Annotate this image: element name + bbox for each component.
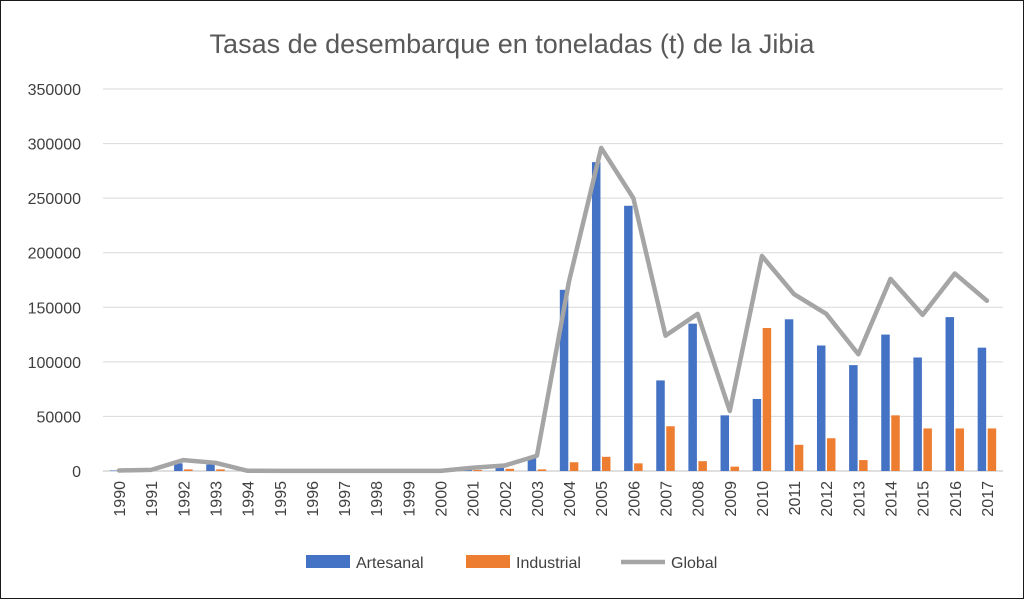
x-tick-label: 2005 [594,481,611,517]
x-tick-label: 2015 [916,481,933,517]
x-tick-label: 1991 [144,481,161,517]
bar-industrial [698,461,707,471]
bar-artesanal [913,357,922,471]
bar-artesanal [721,415,730,471]
x-tick-label: 1992 [176,481,193,517]
legend-label-artesanal: Artesanal [356,555,424,572]
x-tick-label: 1998 [369,481,386,517]
y-tick-label: 300000 [28,137,81,154]
x-tick-label: 2014 [884,481,901,517]
x-tick-label: 2017 [980,481,997,517]
bar-industrial [956,428,965,471]
bar-industrial [216,469,225,471]
bar-artesanal [592,162,601,471]
bar-industrial [763,328,772,471]
x-tick-label: 1999 [401,481,418,517]
x-tick-label: 2006 [626,481,643,517]
x-tick-label: 1990 [112,481,129,517]
y-tick-label: 100000 [28,355,81,372]
y-tick-label: 200000 [28,246,81,263]
x-tick-label: 1997 [337,481,354,517]
y-tick-label: 350000 [28,82,81,99]
x-tick-label: 2009 [723,481,740,517]
y-tick-label: 250000 [28,191,81,208]
x-tick-label: 2011 [787,481,804,516]
x-axis-ticks: 1990 1991 1992 1993 1994 1995 1996 1997 1998 1999… [112,481,997,517]
chart-title: Tasas de desembarque en toneladas (t) de… [210,29,816,59]
x-tick-label: 1995 [273,481,290,517]
gridlines [103,89,1003,471]
x-tick-label: 2008 [691,481,708,517]
bar-industrial [538,469,547,471]
x-tick-label: 1996 [305,481,322,517]
bar-industrial [634,463,643,471]
legend-swatch-artesanal [306,555,350,568]
bar-artesanal [849,365,858,471]
y-tick-label: 150000 [28,300,81,317]
bar-industrial [923,428,932,471]
bar-artesanal [881,335,890,471]
legend-label-global: Global [671,555,717,572]
x-tick-label: 2012 [819,481,836,517]
y-tick-label: 50000 [37,409,82,426]
y-tick-label: 0 [72,464,81,481]
x-tick-label: 2016 [948,481,965,517]
legend: Artesanal Industrial Global [306,555,717,572]
x-tick-label: 2010 [755,481,772,517]
bar-artesanal [817,345,826,471]
bar-artesanal [978,348,987,471]
bar-industrial [988,428,997,471]
x-tick-label: 2001 [466,481,483,517]
x-tick-label: 2007 [659,481,676,517]
legend-label-industrial: Industrial [516,555,581,572]
bar-artesanal [688,324,697,471]
x-tick-label: 2000 [434,481,451,517]
x-tick-label: 1994 [241,481,258,517]
bar-industrial [570,462,579,471]
bar-industrial [666,426,675,471]
bar-industrial [827,438,836,471]
x-tick-label: 2013 [851,481,868,517]
x-tick-label: 2003 [530,481,547,517]
bar-artesanal [206,464,215,471]
bars [110,162,996,471]
legend-swatch-industrial [466,555,510,568]
bar-industrial [602,457,611,471]
bar-industrial [506,469,515,471]
x-tick-label: 1993 [209,481,226,517]
bar-industrial [891,415,900,471]
bar-artesanal [785,319,794,471]
bar-artesanal [624,206,633,471]
bar-industrial [184,469,193,471]
bar-industrial [731,467,740,471]
x-tick-label: 2002 [498,481,515,517]
bar-artesanal [753,399,762,471]
bar-artesanal [656,380,665,471]
bar-artesanal [946,317,955,471]
x-tick-label: 2004 [562,481,579,517]
bar-industrial [859,460,868,471]
bar-industrial [795,445,804,471]
y-axis-ticks: 0 50000 100000 150000 200000 250000 300000 3500… [28,82,81,481]
bar-industrial [473,470,482,471]
